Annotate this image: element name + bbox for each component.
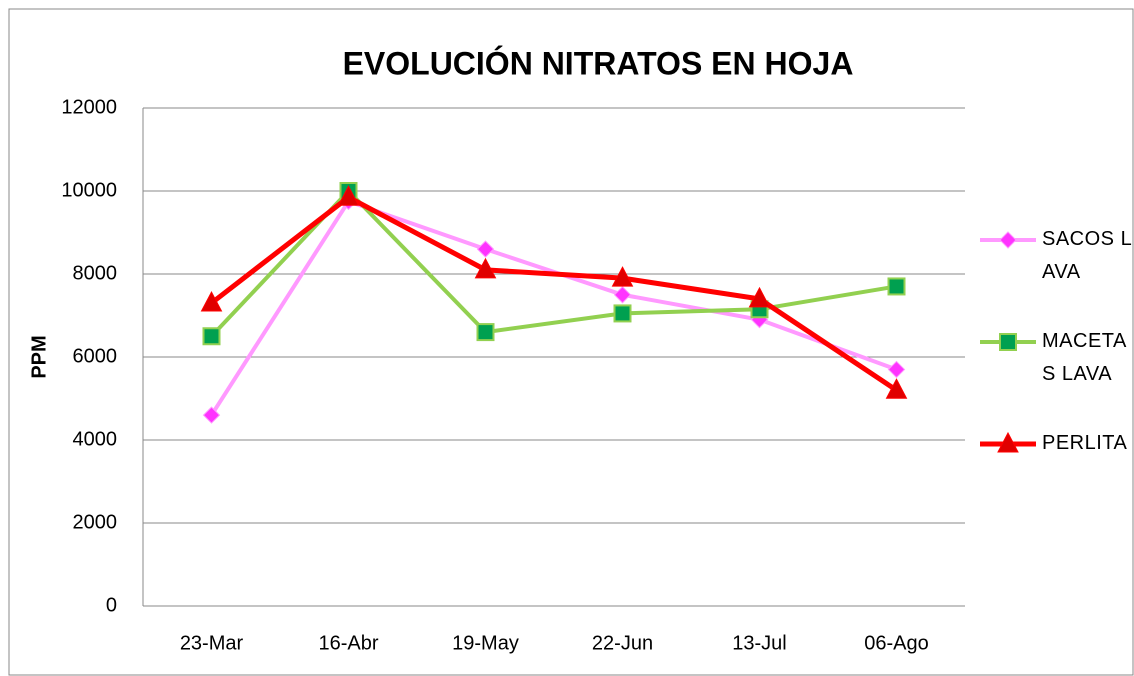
y-tick-label: 8000: [73, 262, 118, 284]
y-tick-label: 4000: [73, 428, 118, 450]
y-tick-label: 0: [106, 594, 117, 616]
x-tick-label: 16-Abr: [318, 632, 378, 654]
page: EVOLUCIÓN NITRATOS EN HOJA PPM 0 2000 4000…: [0, 0, 1134, 676]
marker: [478, 324, 494, 340]
x-tick-label: 23-Mar: [180, 632, 244, 654]
y-axis-label: PPM: [28, 335, 50, 378]
marker: [204, 328, 220, 344]
chart-title: EVOLUCIÓN NITRATOS EN HOJA: [343, 45, 854, 81]
marker: [889, 278, 905, 294]
legend-label: MACETAS LAVA: [1042, 325, 1134, 391]
legend-label: PERLITA: [1042, 427, 1134, 460]
legend-label: SACOS LAVA: [1042, 223, 1134, 289]
x-tick-label: 13-Jul: [732, 632, 786, 654]
x-tick-label: 22-Jun: [592, 632, 653, 654]
y-tick-label: 12000: [61, 96, 117, 118]
y-tick-label: 6000: [73, 345, 118, 367]
chart: EVOLUCIÓN NITRATOS EN HOJA PPM 0 2000 4000…: [0, 0, 1134, 676]
x-tick-label: 19-May: [452, 632, 519, 654]
y-tick-label: 2000: [73, 511, 118, 533]
marker: [1000, 334, 1016, 350]
y-tick-label: 10000: [61, 179, 117, 201]
marker: [615, 305, 631, 321]
chart-border: [9, 9, 1133, 675]
x-tick-label: 06-Ago: [864, 632, 929, 654]
